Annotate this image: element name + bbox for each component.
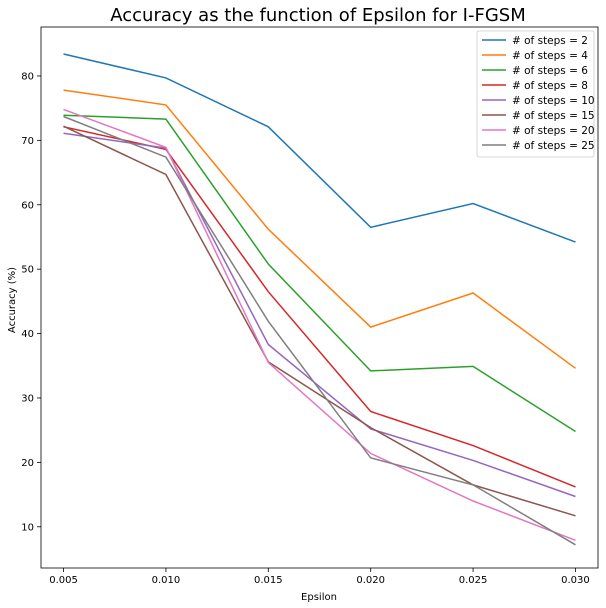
y-tick-label: 10 (21, 522, 34, 533)
legend-label: # of steps = 8 (512, 80, 588, 92)
y-axis: 10 20 30 40 50 60 70 80 (21, 71, 41, 533)
x-axis: 0.005 0.010 0.015 0.020 0.025 0.030 (49, 568, 590, 586)
series-line (63, 89, 576, 369)
plot-lines (63, 53, 576, 546)
y-tick-label: 30 (21, 393, 34, 404)
y-tick-label: 40 (21, 329, 34, 340)
series-line (63, 126, 576, 488)
legend-label: # of steps = 20 (512, 125, 595, 137)
legend-label: # of steps = 6 (512, 65, 588, 77)
y-tick-label: 20 (21, 458, 34, 469)
chart-title: Accuracy as the function of Epsilon for … (110, 5, 525, 26)
plot-frame (40, 26, 599, 569)
x-tick-label: 0.025 (459, 575, 488, 586)
legend-label: # of steps = 4 (512, 50, 588, 62)
series-line (63, 53, 576, 243)
legend-label: # of steps = 2 (512, 35, 588, 47)
y-tick-label: 80 (21, 71, 34, 82)
x-tick-label: 0.030 (561, 575, 590, 586)
y-tick-label: 70 (21, 136, 34, 147)
series-line (63, 125, 576, 517)
legend-label: # of steps = 25 (512, 140, 595, 152)
y-tick-label: 60 (21, 200, 34, 211)
legend-box (476, 30, 595, 158)
x-tick-label: 0.015 (254, 575, 283, 586)
x-tick-label: 0.010 (152, 575, 181, 586)
legend-label: # of steps = 10 (512, 95, 595, 107)
y-tick-label: 50 (21, 265, 34, 276)
series-line (63, 132, 576, 498)
series-line (63, 108, 576, 542)
legend-label: # of steps = 15 (512, 110, 595, 122)
x-axis-label: Epsilon (301, 592, 337, 603)
y-axis-label: Accuracy (%) (7, 267, 18, 333)
series-line (63, 114, 576, 433)
x-tick-label: 0.020 (356, 575, 385, 586)
x-tick-label: 0.005 (49, 575, 78, 586)
legend: # of steps = 2 # of steps = 4 # of steps =… (476, 30, 595, 158)
series-line (63, 115, 576, 546)
